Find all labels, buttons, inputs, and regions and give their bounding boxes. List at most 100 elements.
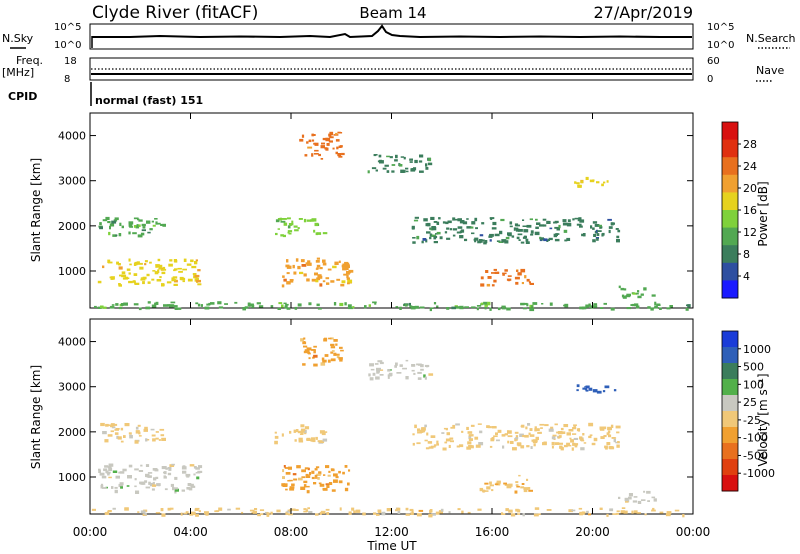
power-data-cell: [386, 170, 390, 173]
velocity-data-cell: [431, 513, 436, 516]
power-data-cell: [447, 220, 452, 224]
power-data-cell: [195, 259, 198, 262]
power-data-cell: [631, 303, 636, 307]
velocity-data-cell: [288, 513, 293, 516]
velocity-data-cell: [582, 387, 585, 390]
velocity-data-cell: [167, 472, 172, 476]
power-data-cell: [126, 268, 131, 271]
power-data-cell: [408, 302, 411, 306]
velocity-data-cell: [584, 388, 588, 391]
power-data-cell: [286, 272, 290, 275]
power-data-cell: [117, 263, 121, 266]
velocity-data-cell: [119, 482, 124, 486]
power-data-cell: [128, 223, 133, 227]
power-data-cell: [422, 238, 427, 241]
power-data-cell: [140, 278, 146, 281]
power-data-cell: [485, 270, 489, 273]
power-data-cell: [574, 217, 580, 220]
power-data-cell: [373, 154, 378, 156]
power-data-cell: [278, 302, 283, 305]
power-data-cell: [541, 303, 544, 305]
velocity-data-cell: [147, 472, 153, 474]
power-data-cell: [494, 233, 500, 237]
power-data-cell: [345, 266, 349, 270]
power-data-cell: [154, 271, 159, 275]
velocity-data-cell: [573, 424, 577, 427]
velocity-data-cell: [616, 431, 620, 434]
velocity-data-cell: [548, 428, 554, 432]
velocity-data-cell: [546, 509, 552, 511]
power-data-cell: [529, 282, 534, 285]
velocity-data-cell: [523, 487, 529, 490]
velocity-data-cell: [504, 433, 508, 436]
power-data-cell: [451, 306, 456, 310]
velocity-data-cell: [633, 510, 638, 514]
velocity-data-cell: [281, 433, 284, 437]
power-data-cell: [535, 218, 538, 221]
power-data-cell: [372, 301, 377, 304]
velocity-data-cell: [666, 511, 672, 514]
velocity-data-cell: [137, 424, 141, 427]
beam-title: Beam 14: [359, 4, 426, 22]
power-data-cell: [154, 218, 158, 220]
velocity-data-cell: [423, 374, 426, 378]
velocity-data-cell: [333, 479, 338, 483]
power-data-cell: [445, 221, 449, 225]
velocity-data-cell: [379, 361, 384, 365]
power-data-cell: [162, 223, 166, 227]
velocity-data-cell: [160, 508, 164, 512]
power-data-cell: [507, 232, 512, 236]
power-data-cell: [484, 240, 488, 244]
velocity-data-cell: [145, 464, 150, 467]
power-data-cell: [196, 279, 201, 283]
velocity-data-cell: [515, 508, 519, 512]
power-data-cell: [178, 270, 183, 273]
power-data-cell: [522, 237, 527, 239]
velocity-data-cell: [615, 425, 621, 429]
power-data-cell: [395, 154, 398, 159]
power-data-cell: [287, 225, 291, 229]
velocity-data-cell: [521, 483, 525, 485]
power-data-cell: [128, 221, 134, 225]
velocity-data-cell: [376, 513, 380, 516]
velocity-data-cell: [190, 485, 196, 488]
power-data-cell: [173, 269, 176, 272]
velocity-data-cell: [313, 363, 318, 367]
power-data-cell: [414, 216, 419, 219]
velocity-data-cell: [396, 507, 401, 511]
velocity-data-cell: [531, 439, 535, 442]
velocity-colorbar-tick-label: -500: [743, 449, 768, 462]
power-data-cell: [436, 305, 439, 308]
velocity-data-cell: [241, 511, 244, 514]
velocity-data-cell: [270, 511, 273, 515]
power-data-cell: [486, 283, 491, 287]
velocity-data-cell: [292, 473, 297, 476]
velocity-data-cell: [288, 479, 293, 482]
power-data-cell: [554, 226, 559, 229]
power-data-cell: [141, 223, 146, 227]
velocity-data-cell: [624, 497, 629, 502]
power-data-cell: [491, 227, 497, 230]
velocity-data-cell: [477, 508, 482, 511]
power-data-cell: [105, 216, 110, 220]
power-data-cell: [543, 224, 547, 227]
velocity-data-cell: [327, 474, 331, 477]
power-data-cell: [317, 308, 322, 310]
velocity-data-cell: [523, 489, 528, 493]
power-data-cell: [251, 305, 255, 308]
power-data-cell: [344, 302, 347, 306]
velocity-data-cell: [484, 482, 489, 485]
velocity-data-cell: [441, 432, 445, 434]
power-data-cell: [601, 183, 604, 187]
power-data-cell: [474, 217, 478, 222]
power-data-cell: [549, 227, 553, 230]
power-colorbar-segment: [722, 245, 738, 264]
power-data-cell: [322, 280, 326, 283]
power-data-cell: [299, 271, 304, 275]
velocity-data-cell: [571, 447, 574, 451]
nsky-trace: [92, 24, 692, 39]
power-data-cell: [346, 274, 349, 279]
velocity-data-cell: [150, 428, 155, 431]
velocity-data-cell: [333, 473, 338, 477]
power-data-cell: [475, 227, 478, 230]
